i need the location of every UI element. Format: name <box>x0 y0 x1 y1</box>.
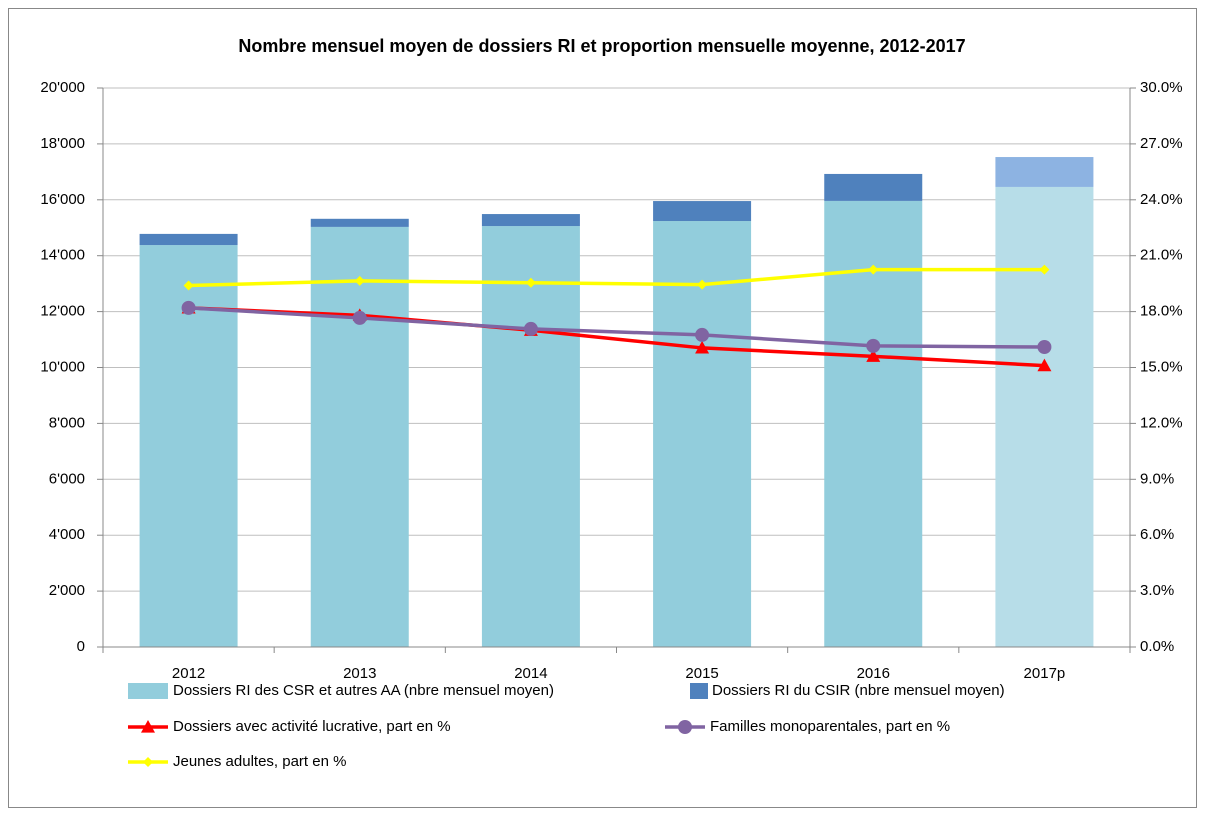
marker <box>354 275 365 286</box>
marker <box>697 279 708 290</box>
y2-tick-label: 15.0% <box>1140 358 1183 375</box>
legend-marker <box>678 720 692 734</box>
x-tick-label: 2013 <box>343 665 376 682</box>
marker <box>181 300 196 315</box>
bar <box>995 186 1094 647</box>
y2-tick-label: 21.0% <box>1140 247 1183 264</box>
y2-tick-label: 18.0% <box>1140 303 1183 320</box>
bar <box>310 226 409 647</box>
y-tick-label: 0 <box>77 638 85 655</box>
legend-swatch <box>128 683 168 699</box>
y2-tick-label: 27.0% <box>1140 135 1183 152</box>
bar <box>653 201 752 222</box>
marker <box>695 340 710 354</box>
y-tick-label: 4'000 <box>49 526 85 543</box>
bar <box>824 200 923 647</box>
y-tick-label: 12'000 <box>40 303 85 320</box>
marker <box>868 264 879 275</box>
marker <box>866 349 881 362</box>
marker <box>523 321 538 336</box>
x-tick-label: 2012 <box>172 665 205 682</box>
y-tick-label: 8'000 <box>49 414 85 431</box>
bar <box>310 218 409 227</box>
y2-tick-label: 6.0% <box>1140 526 1174 543</box>
y-tick-label: 14'000 <box>40 247 85 264</box>
legend-marker <box>143 757 153 767</box>
bar <box>481 226 580 647</box>
marker <box>1037 340 1052 355</box>
legend-label: Familles monoparentales, part en % <box>710 718 950 735</box>
legend-swatch <box>690 683 708 699</box>
x-tick-label: 2017p <box>1024 665 1066 682</box>
legend-label: Jeunes adultes, part en % <box>173 753 346 770</box>
x-tick-label: 2016 <box>857 665 890 682</box>
y-tick-label: 10'000 <box>40 358 85 375</box>
bar <box>653 221 752 648</box>
y2-tick-label: 9.0% <box>1140 470 1174 487</box>
y-tick-label: 16'000 <box>40 191 85 208</box>
bar <box>139 233 238 246</box>
marker <box>352 310 367 325</box>
y-tick-label: 18'000 <box>40 135 85 152</box>
y2-tick-label: 0.0% <box>1140 638 1174 655</box>
x-tick-label: 2015 <box>685 665 718 682</box>
marker <box>695 327 710 342</box>
y2-tick-label: 12.0% <box>1140 414 1183 431</box>
line <box>188 306 1045 349</box>
y-tick-label: 6'000 <box>49 470 85 487</box>
y2-tick-label: 24.0% <box>1140 191 1183 208</box>
y2-tick-label: 30.0% <box>1140 79 1183 96</box>
x-tick-label: 2014 <box>514 665 547 682</box>
marker <box>525 277 536 288</box>
bar <box>824 173 923 201</box>
marker <box>1039 264 1050 275</box>
legend-label: Dossiers RI des CSR et autres AA (nbre m… <box>173 682 554 699</box>
marker <box>1037 358 1052 372</box>
legend-marker <box>141 720 155 733</box>
y-tick-label: 20'000 <box>40 79 85 96</box>
y-tick-label: 2'000 <box>49 582 85 599</box>
marker <box>183 280 194 291</box>
legend-label: Dossiers RI du CSIR (nbre mensuel moyen) <box>712 682 1005 699</box>
line <box>188 267 1045 288</box>
line <box>188 306 1045 368</box>
y2-tick-label: 3.0% <box>1140 582 1174 599</box>
bar <box>481 214 580 227</box>
marker <box>866 338 881 353</box>
bar <box>995 157 1094 187</box>
legend-label: Dossiers avec activité lucrative, part e… <box>173 718 451 735</box>
chart-title: Nombre mensuel moyen de dossiers RI et p… <box>238 36 965 56</box>
